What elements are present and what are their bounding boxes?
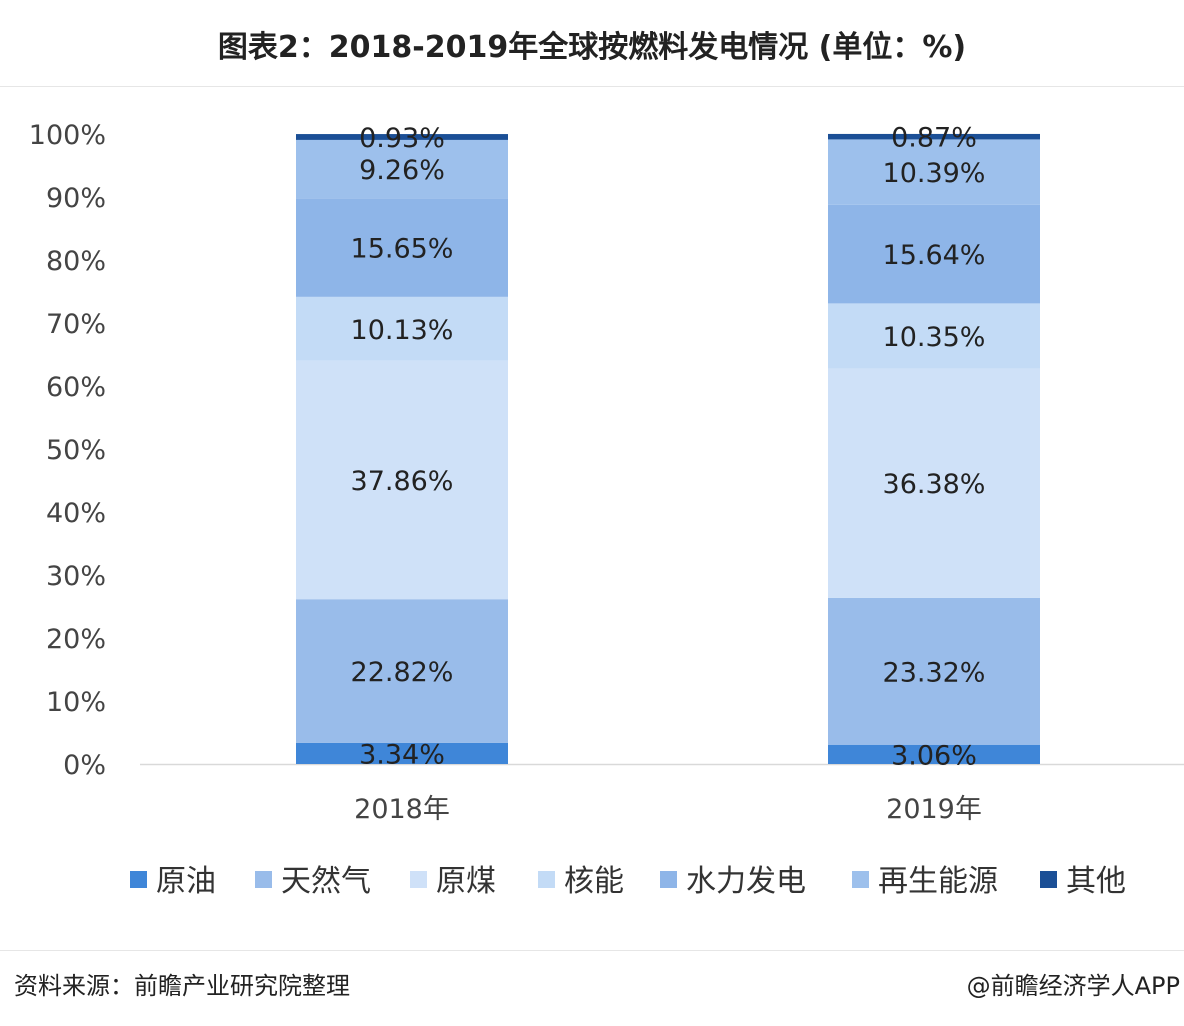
bar-segment [296,742,508,764]
y-tick-label: 90% [46,183,106,214]
legend-label: 核能 [564,864,624,899]
legend-swatch [538,871,555,888]
data-label: 23.32% [883,657,986,688]
y-tick-label: 30% [46,561,106,592]
bar-segment [296,139,508,199]
data-label: 3.06% [891,740,977,771]
legend-label: 天然气 [281,864,371,899]
data-label: 0.93% [359,123,445,154]
x-tick-label: 2018年 [354,794,450,825]
bar-segment [296,134,508,140]
bar-segment [296,198,508,297]
data-label: 15.65% [351,234,454,265]
y-tick-label: 50% [46,435,106,466]
bar-segment [828,133,1040,140]
bar-segment [296,599,508,743]
bar-segment [296,360,508,600]
data-label: 3.34% [359,739,445,770]
bar-segment [828,744,1040,764]
bar-segment [828,303,1040,369]
y-tick-label: 80% [46,246,106,277]
data-label: 9.26% [359,155,445,186]
y-tick-label: 100% [29,120,106,151]
legend-swatch [410,871,427,888]
y-tick-label: 40% [46,498,106,529]
data-label: 22.82% [351,657,454,688]
legend-label: 原油 [156,864,216,899]
legend-swatch [660,871,677,888]
bar-segment [828,597,1040,745]
legend-swatch [255,871,272,888]
y-tick-label: 70% [46,309,106,340]
bar-segment [296,296,508,361]
data-label: 36.38% [883,469,986,500]
data-label: 37.86% [351,466,454,497]
x-tick-label: 2019年 [886,794,982,825]
data-label: 10.35% [883,322,986,353]
footer-divider [0,950,1184,951]
y-tick-label: 10% [46,687,106,718]
legend-label: 再生能源 [878,864,998,899]
legend-label: 原煤 [436,864,496,899]
data-label: 0.87% [891,123,977,154]
y-tick-label: 0% [63,750,106,781]
bar-segment [828,204,1040,304]
stacked-bar-chart: 0% 10% 20% 30% 40% 50% 60% 70% 80% 90% 100% 3.34% 22… [29,120,1184,899]
data-label: 10.39% [883,158,986,189]
legend-swatch [130,871,147,888]
data-label: 15.64% [883,240,986,271]
source-note: 资料来源：前瞻产业研究院整理 [14,972,350,1000]
legend-label: 水力发电 [686,864,806,899]
bar-segment [828,368,1040,598]
credit-note: @前瞻经济学人APP [966,972,1180,1000]
y-tick-label: 20% [46,624,106,655]
bar-segment [828,139,1040,205]
title-divider [0,86,1184,87]
legend-label: 其他 [1066,864,1126,899]
chart-title: 图表2：2018-2019年全球按燃料发电情况 (单位：%) [217,30,967,65]
legend-swatch [852,871,869,888]
legend-swatch [1040,871,1057,888]
y-tick-label: 60% [46,372,106,403]
data-label: 10.13% [351,315,454,346]
